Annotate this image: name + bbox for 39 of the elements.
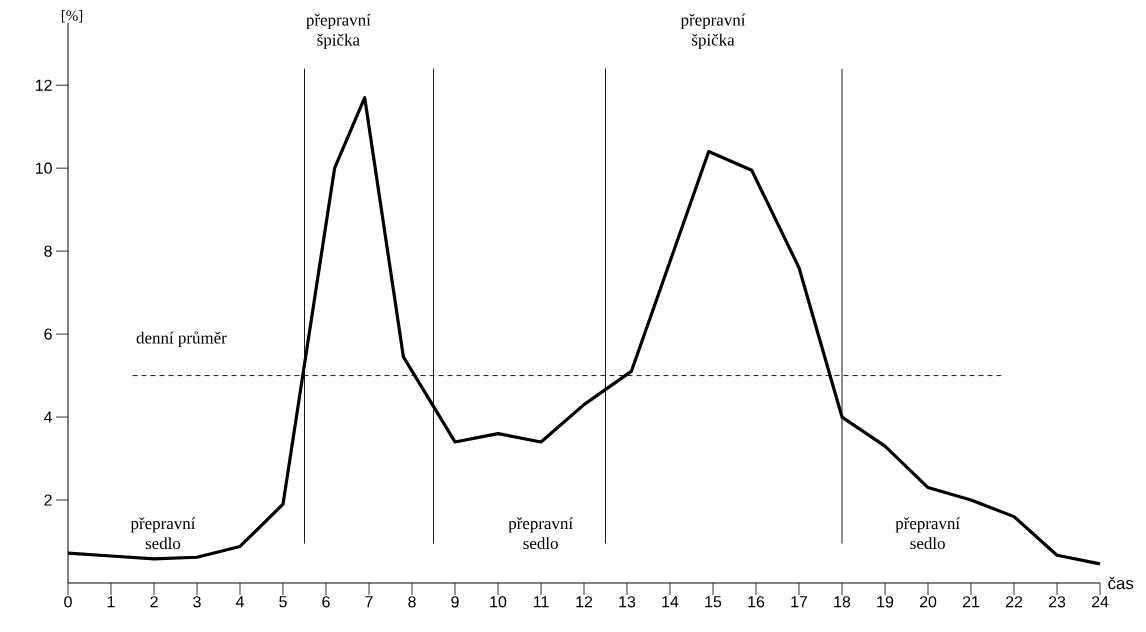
x-tick-label: 18 <box>834 596 851 608</box>
annotation: přepravní sedlo <box>508 517 573 550</box>
x-tick-label: 8 <box>408 596 416 608</box>
y-axis-title: [%] <box>61 10 83 23</box>
y-tick-label: 6 <box>44 328 52 340</box>
x-tick-label: 24 <box>1091 596 1109 608</box>
annotation: přepravní špička <box>306 13 371 50</box>
y-tick-label: 12 <box>35 79 52 91</box>
x-tick-label: 1 <box>107 596 115 608</box>
x-tick-label: 20 <box>919 596 937 608</box>
x-tick-label: 19 <box>877 596 894 608</box>
x-tick-label: 13 <box>619 596 636 608</box>
x-tick-label: 5 <box>279 596 287 608</box>
x-tick-label: 15 <box>705 596 722 608</box>
y-tick-label: 4 <box>43 411 53 423</box>
x-tick-label: 14 <box>662 596 679 608</box>
x-tick-label: 0 <box>64 596 72 608</box>
x-tick-label: 4 <box>235 596 244 608</box>
x-tick-label: 21 <box>962 596 980 608</box>
x-tick-label: 11 <box>533 596 549 608</box>
annotation: přepravní sedlo <box>130 517 196 550</box>
y-tick-label: 2 <box>44 494 52 506</box>
y-tick-label: 8 <box>44 245 52 257</box>
x-tick-label: 6 <box>322 596 330 608</box>
x-tick-label: 16 <box>748 596 765 608</box>
x-tick-label: 3 <box>193 596 201 608</box>
y-tick-label: 10 <box>35 162 52 174</box>
annotation: přepravní špička <box>680 13 746 50</box>
x-tick-label: 9 <box>451 596 459 608</box>
x-tick-label: 10 <box>490 596 507 608</box>
annotation: přepravní sedlo <box>895 517 960 550</box>
x-tick-label: 17 <box>791 596 808 608</box>
x-tick-label: 7 <box>365 596 373 608</box>
ref-line-label: denní průměr <box>136 331 227 348</box>
x-axis-title: čas <box>1108 576 1134 590</box>
x-tick-label: 2 <box>150 596 158 608</box>
x-tick-label: 23 <box>1048 596 1066 608</box>
x-tick-label: 22 <box>1005 596 1023 608</box>
x-tick-label: 12 <box>576 596 593 608</box>
